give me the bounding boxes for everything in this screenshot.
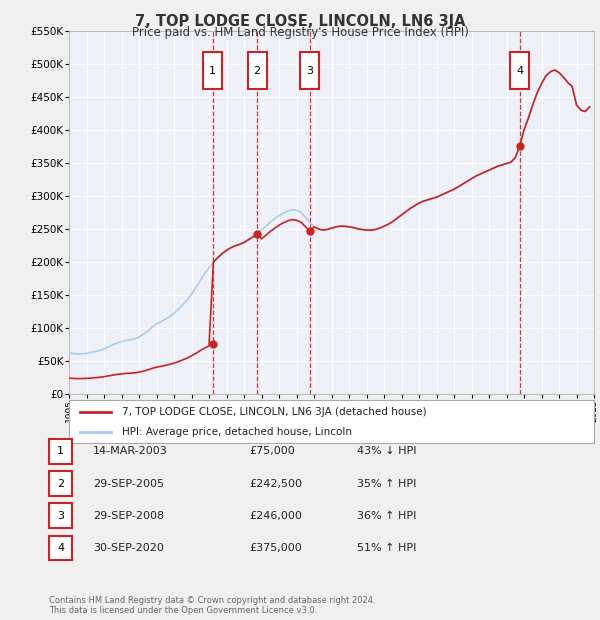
Text: 35% ↑ HPI: 35% ↑ HPI: [357, 479, 416, 489]
Text: £75,000: £75,000: [249, 446, 295, 456]
Text: 3: 3: [306, 66, 313, 76]
Text: 30-SEP-2020: 30-SEP-2020: [93, 543, 164, 553]
Text: Price paid vs. HM Land Registry's House Price Index (HPI): Price paid vs. HM Land Registry's House …: [131, 26, 469, 39]
Bar: [248, 52, 267, 89]
Text: 29-SEP-2008: 29-SEP-2008: [93, 511, 164, 521]
Text: 51% ↑ HPI: 51% ↑ HPI: [357, 543, 416, 553]
Text: 29-SEP-2005: 29-SEP-2005: [93, 479, 164, 489]
Text: 36% ↑ HPI: 36% ↑ HPI: [357, 511, 416, 521]
Text: £246,000: £246,000: [249, 511, 302, 521]
Bar: [203, 52, 222, 89]
Text: 7, TOP LODGE CLOSE, LINCOLN, LN6 3JA (detached house): 7, TOP LODGE CLOSE, LINCOLN, LN6 3JA (de…: [121, 407, 426, 417]
Text: 14-MAR-2003: 14-MAR-2003: [93, 446, 168, 456]
Text: 43% ↓ HPI: 43% ↓ HPI: [357, 446, 416, 456]
Text: HPI: Average price, detached house, Lincoln: HPI: Average price, detached house, Linc…: [121, 427, 352, 438]
Text: 7, TOP LODGE CLOSE, LINCOLN, LN6 3JA: 7, TOP LODGE CLOSE, LINCOLN, LN6 3JA: [135, 14, 465, 29]
Text: 4: 4: [516, 66, 523, 76]
Bar: [300, 52, 319, 89]
Text: 2: 2: [57, 479, 64, 489]
Text: Contains HM Land Registry data © Crown copyright and database right 2024.
This d: Contains HM Land Registry data © Crown c…: [49, 596, 376, 615]
Bar: [510, 52, 529, 89]
Text: 1: 1: [209, 66, 216, 76]
Text: 2: 2: [254, 66, 260, 76]
Text: 1: 1: [57, 446, 64, 456]
Text: £242,500: £242,500: [249, 479, 302, 489]
Text: £375,000: £375,000: [249, 543, 302, 553]
Text: 3: 3: [57, 511, 64, 521]
Text: 4: 4: [57, 543, 64, 553]
